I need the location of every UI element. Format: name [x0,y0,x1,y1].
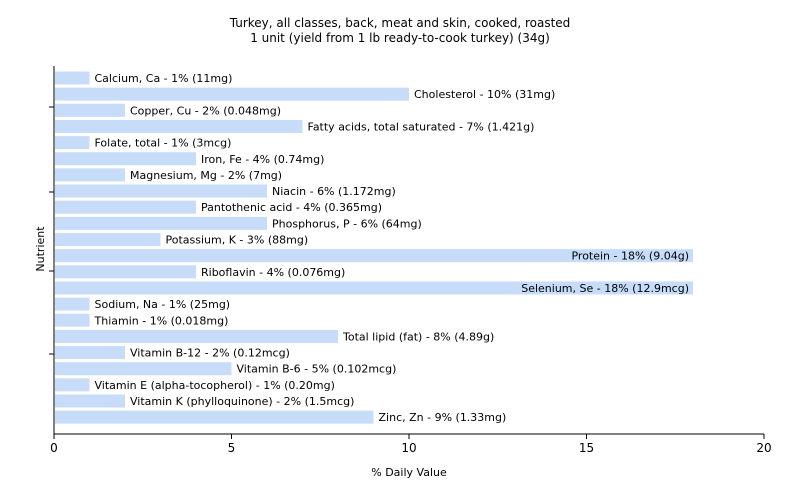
x-tick-label: 5 [228,441,236,455]
data-label: Selenium, Se - 18% (12.9mcg) [521,282,689,295]
x-axis-label: % Daily Value [371,466,447,479]
data-label: Sodium, Na - 1% (25mg) [95,298,231,311]
data-label: Folate, total - 1% (3mcg) [95,137,232,150]
bar [55,71,90,85]
bar [55,281,693,295]
bar [55,394,125,408]
data-label: Vitamin E (alpha-tocopherol) - 1% (0.20m… [95,379,335,392]
bar [55,329,338,343]
data-label: Vitamin K (phylloquinone) - 2% (1.5mcg) [130,395,354,408]
bar [55,200,196,214]
data-labels-layer: Calcium, Ca - 1% (11mg) Cholesterol - 10%… [94,72,690,424]
data-label: Total lipid (fat) - 8% (4.89g) [342,330,494,343]
data-label: Phosphorus, P - 6% (64mg) [272,217,422,230]
data-label: Pantothenic acid - 4% (0.365mg) [201,201,382,214]
chart-subtitle: 1 unit (yield from 1 lb ready-to-cook tu… [250,31,550,45]
bar [55,297,90,311]
data-label: Calcium, Ca - 1% (11mg) [95,72,233,85]
bar [55,233,161,246]
x-tick-label: 20 [756,441,771,455]
bar [55,136,90,150]
bar [55,410,374,424]
data-label: Riboflavin - 4% (0.076mg) [201,266,345,279]
x-tick-label: 0 [50,441,58,455]
y-ticks-layer [49,106,54,355]
bar [55,184,267,198]
bar [55,362,232,376]
data-label: Thiamin - 1% (0.018mg) [94,314,229,327]
x-tick-label: 10 [401,441,416,455]
data-label: Fatty acids, total saturated - 7% (1.421… [308,120,535,133]
bar [55,87,409,101]
chart-title-block: Turkey, all classes, back, meat and skin… [0,16,800,46]
chart-title: Turkey, all classes, back, meat and skin… [229,16,571,30]
x-tick-label: 15 [579,441,594,455]
bar [55,249,693,263]
data-label: Cholesterol - 10% (31mg) [414,88,555,101]
bar [55,265,196,279]
data-label: Iron, Fe - 4% (0.74mg) [201,153,324,166]
bar [55,103,125,117]
bar [55,346,125,360]
bar [55,216,267,230]
data-label: Potassium, K - 3% (88mg) [166,234,309,247]
data-label: Protein - 18% (9.04g) [571,250,689,263]
y-axis-label: Nutrient [34,226,47,272]
data-label: Vitamin B-6 - 5% (0.102mcg) [237,363,397,376]
bar [55,119,303,133]
data-label: Copper, Cu - 2% (0.048mg) [130,104,281,117]
bar [55,152,196,166]
bar [55,378,90,392]
data-label: Zinc, Zn - 9% (1.33mg) [379,411,507,424]
data-label: Niacin - 6% (1.172mg) [272,185,396,198]
bar [55,168,125,182]
bars-layer [55,71,693,424]
data-label: Magnesium, Mg - 2% (7mg) [130,169,282,182]
bar [55,313,90,327]
data-label: Vitamin B-12 - 2% (0.12mcg) [130,347,290,360]
x-ticks-layer: 0 5 10 15 20 [50,434,772,455]
